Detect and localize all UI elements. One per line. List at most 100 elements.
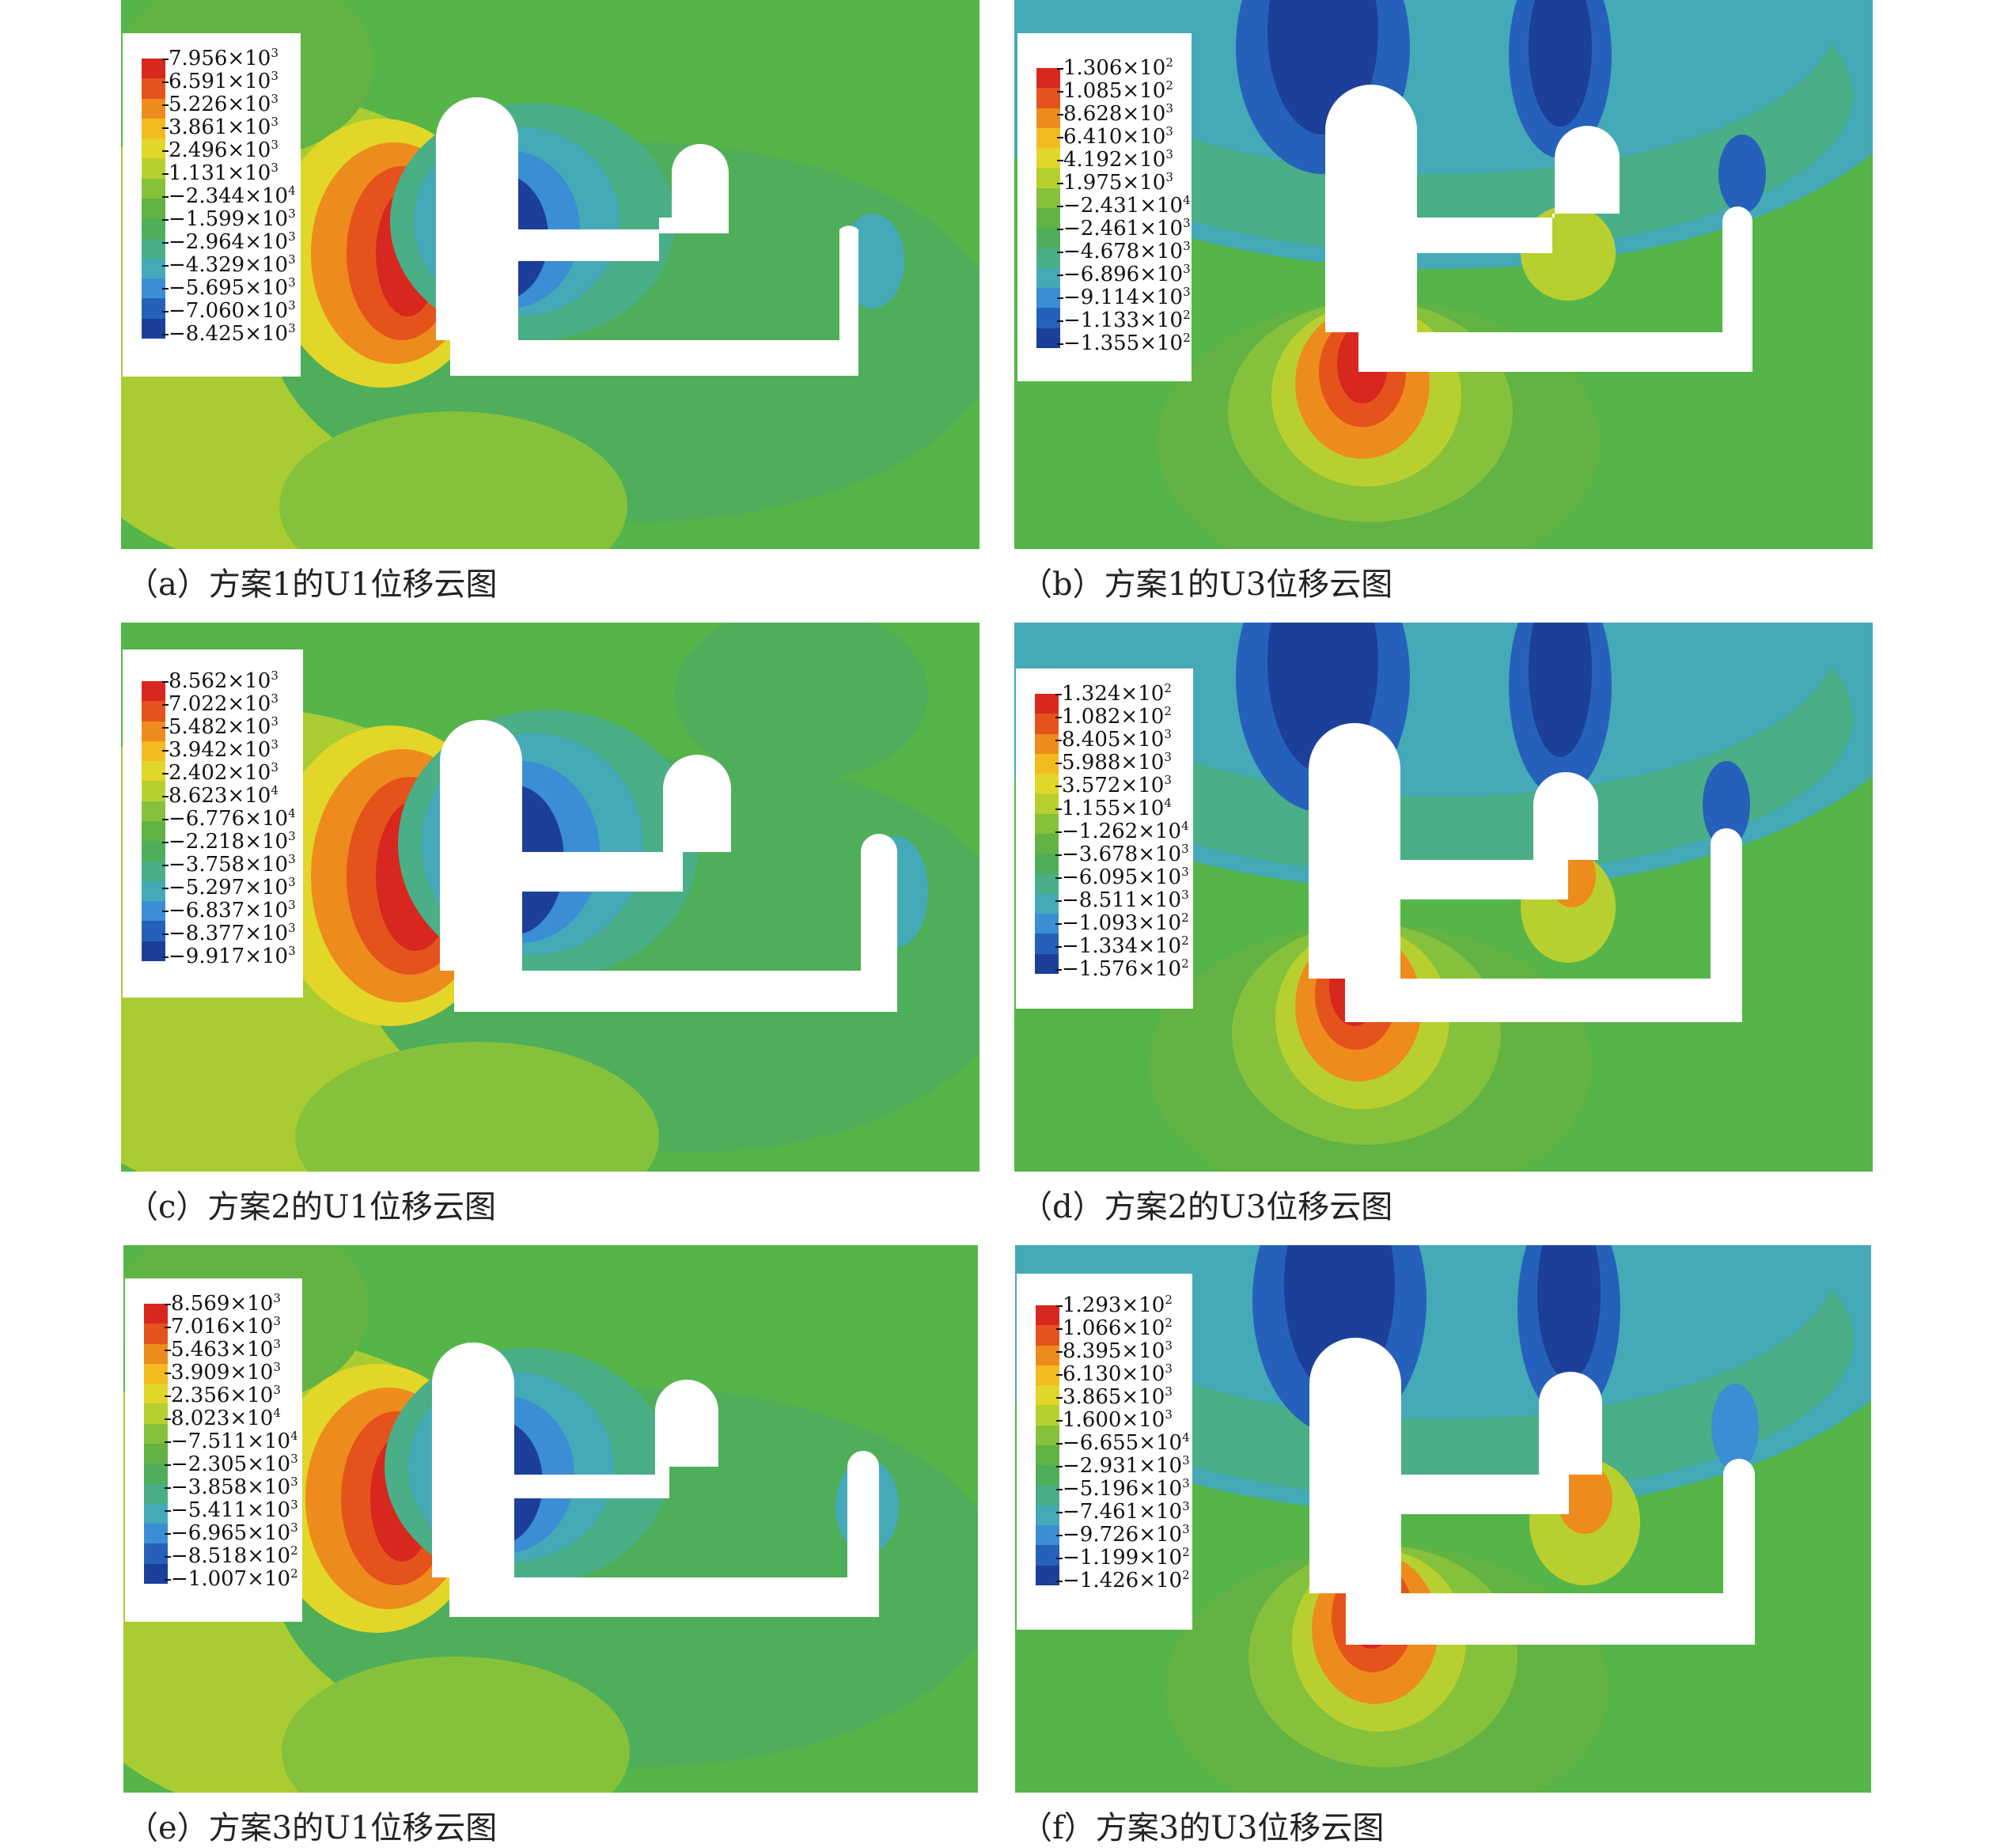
legend-swatch (142, 880, 165, 902)
legend-label: −1.199×102 (1056, 1545, 1190, 1570)
legend-label: −3.758×103 (162, 852, 296, 877)
legend-label: 6.591×103 (162, 69, 278, 93)
caption-a: （a）方案1的U1位移云图 (127, 566, 498, 603)
legend-swatch (1035, 753, 1059, 774)
legend-swatch (1036, 1305, 1059, 1326)
legend-swatch (142, 138, 165, 159)
legend-label: 5.226×103 (162, 92, 278, 116)
legend-label: −9.917×103 (162, 944, 296, 968)
legend-label: −6.896×103 (1057, 262, 1191, 286)
legend-swatch (1036, 1565, 1059, 1585)
legend-bar-d (1035, 694, 1059, 974)
legend-label: −6.965×103 (165, 1520, 298, 1545)
legend-label: −9.114×103 (1057, 285, 1191, 309)
legend-swatch (1036, 207, 1060, 229)
legend-swatch (142, 218, 165, 239)
legend-swatch (144, 1403, 168, 1424)
color-legend-a: 7.956×103 6.591×103 5.226×103 3.861×103 2.49… (123, 33, 301, 377)
legend-swatch (1035, 793, 1059, 814)
legend-label: 2.356×103 (165, 1383, 281, 1407)
color-legend-b: 1.306×102 1.085×102 8.628×103 6.410×103 4.19… (1017, 33, 1192, 381)
legend-swatch (1036, 1385, 1059, 1406)
caption-b: （b）方案1的U3位移云图 (1021, 566, 1393, 603)
legend-swatch (1035, 933, 1059, 954)
legend-swatch (1035, 694, 1059, 714)
legend-swatch (1036, 127, 1060, 149)
legend-swatch (1036, 148, 1060, 169)
legend-swatch (1036, 1405, 1059, 1426)
color-legend-e: 8.569×103 7.016×103 5.463×103 3.909×103 2.35… (125, 1278, 302, 1622)
color-legend-d: 1.324×102 1.082×102 8.405×103 5.988×103 3.57… (1016, 668, 1193, 1009)
legend-swatch (1036, 1425, 1059, 1445)
legend-label: −7.511×104 (165, 1429, 298, 1453)
legend-swatch (144, 1363, 168, 1384)
legend-swatch (142, 681, 165, 702)
legend-swatch (1036, 1485, 1059, 1505)
legend-swatch (142, 238, 165, 259)
legend-label: −8.518×102 (165, 1543, 298, 1568)
contour-plot-c (121, 623, 979, 1172)
color-legend-c: 8.562×103 7.022×103 5.482×103 3.942×103 2.40… (123, 649, 303, 998)
legend-swatch (1036, 1505, 1059, 1526)
legend-swatch (142, 740, 165, 762)
legend-swatch (142, 158, 165, 179)
legend-swatch (1035, 733, 1059, 754)
legend-label: 6.130×103 (1056, 1361, 1173, 1386)
legend-swatch (1036, 108, 1060, 128)
legend-label: 3.865×103 (1056, 1384, 1173, 1409)
legend-label: 7.016×103 (165, 1314, 281, 1339)
caption-d: （d）方案2的U3位移云图 (1021, 1189, 1393, 1225)
legend-label: 7.022×103 (162, 691, 278, 716)
legend-label: −8.511×103 (1055, 888, 1189, 912)
legend-label: 1.975×103 (1057, 170, 1173, 195)
legend-label: 3.861×103 (162, 115, 278, 139)
legend-label: −5.196×103 (1056, 1476, 1190, 1501)
legend-label: −2.461×103 (1057, 216, 1191, 240)
legend-label: 8.562×103 (162, 668, 278, 693)
legend-swatch (1036, 288, 1060, 309)
legend-label: −2.344×104 (162, 184, 296, 208)
legend-swatch (142, 781, 165, 801)
legend-swatch (1035, 714, 1059, 734)
contour-panel-a: 7.956×103 6.591×103 5.226×103 3.861×103 2.49… (121, 0, 979, 549)
legend-label: −3.858×103 (165, 1475, 298, 1499)
legend-swatch (142, 198, 165, 219)
legend-swatch (144, 1324, 168, 1344)
legend-swatch (144, 1503, 168, 1524)
legend-swatch (142, 118, 165, 139)
legend-label: −5.297×103 (162, 875, 296, 899)
legend-swatch (1035, 854, 1059, 874)
legend-swatch (1036, 88, 1060, 108)
legend-swatch (144, 1423, 168, 1444)
legend-swatch (1036, 1445, 1059, 1466)
legend-bar-e (144, 1304, 168, 1584)
legend-label: −3.678×103 (1055, 842, 1189, 866)
legend-label: −8.377×103 (162, 921, 296, 945)
legend-swatch (142, 318, 165, 339)
legend-bar-c (142, 681, 165, 961)
contour-plot-e (123, 1245, 978, 1793)
legend-swatch (1035, 813, 1059, 834)
legend-swatch (142, 721, 165, 741)
legend-swatch (1036, 1345, 1059, 1365)
legend-swatch (1035, 953, 1059, 974)
legend-label: 8.623×104 (162, 783, 278, 808)
legend-label: −9.726×103 (1056, 1522, 1190, 1547)
legend-swatch (1036, 1545, 1059, 1566)
legend-swatch (142, 298, 165, 319)
contour-panel-b: 1.306×102 1.085×102 8.628×103 6.410×103 4.19… (1014, 0, 1873, 549)
legend-swatch (1035, 873, 1059, 894)
contour-panel-f: 1.293×102 1.066×102 8.395×103 6.130×103 3.86… (1015, 1245, 1871, 1793)
contour-plot-f (1015, 1245, 1871, 1793)
legend-label: 1.066×102 (1056, 1316, 1173, 1340)
legend-swatch (142, 901, 165, 922)
legend-label: 8.569×103 (165, 1291, 281, 1316)
legend-swatch (142, 178, 165, 199)
legend-label: 2.402×103 (162, 760, 278, 785)
legend-label: 6.410×103 (1057, 124, 1173, 149)
legend-label: −2.305×103 (165, 1452, 298, 1476)
legend-swatch (144, 1563, 168, 1584)
legend-label: −6.655×104 (1056, 1430, 1190, 1455)
legend-swatch (142, 98, 165, 119)
contour-panel-d: 1.324×102 1.082×102 8.405×103 5.988×103 3.57… (1014, 623, 1873, 1172)
